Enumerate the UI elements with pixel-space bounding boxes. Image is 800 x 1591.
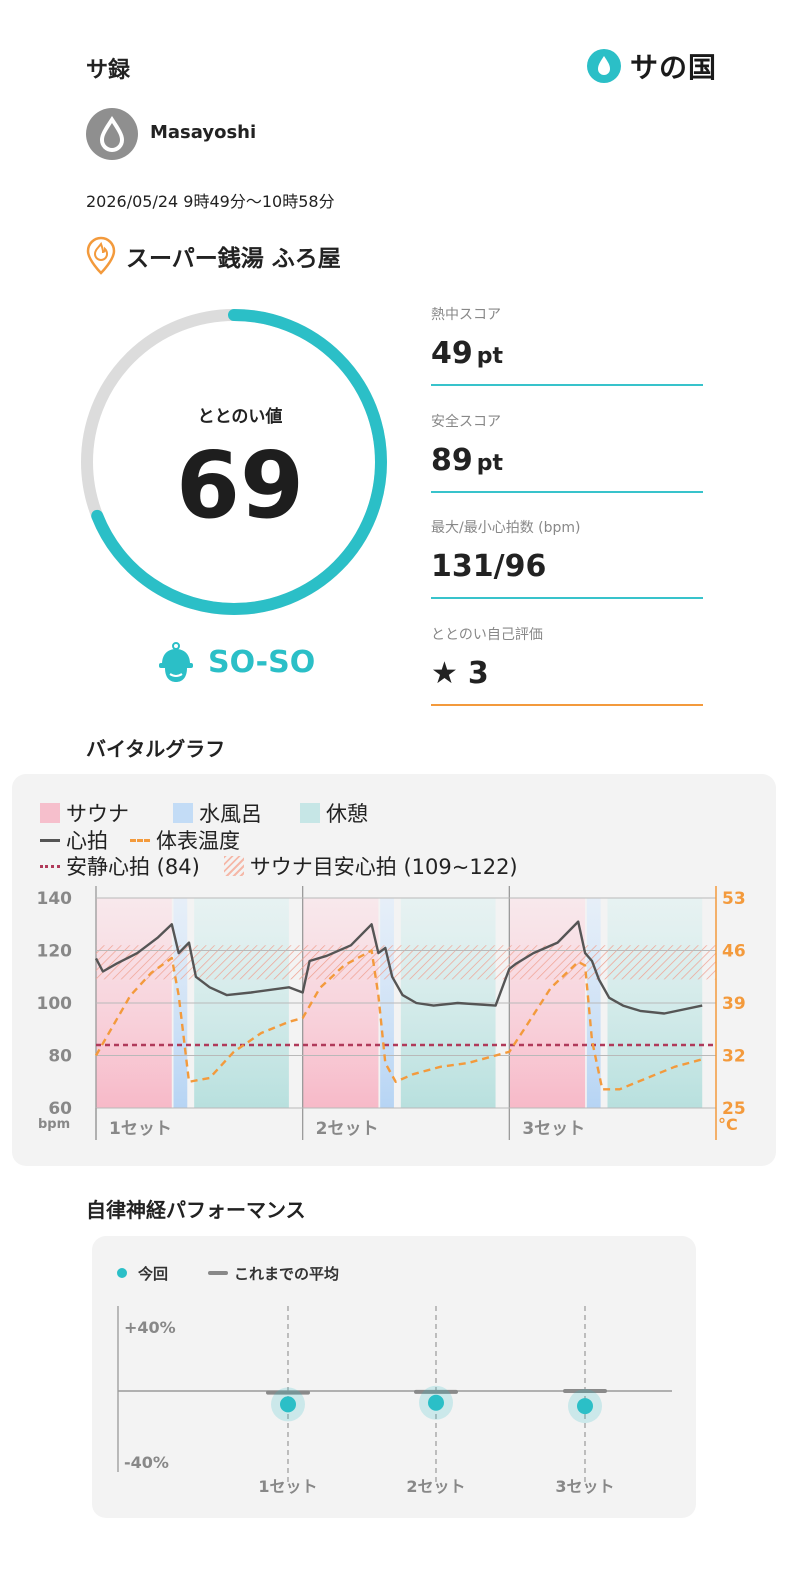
venue-name: スーパー銭湯 ふろ屋 <box>126 246 341 272</box>
y-right-tick: 39 <box>722 994 746 1014</box>
current-point <box>577 1398 593 1415</box>
legend-hr-line <box>40 838 60 842</box>
legend-sauna-swatch <box>40 803 60 823</box>
legend-target: サウナ目安心拍 (109~122) <box>249 855 518 879</box>
legend-rest-swatch <box>300 803 320 823</box>
totonoi-gauge <box>81 309 387 615</box>
app-title: サ録 <box>86 58 131 83</box>
stat-value: 49 <box>431 336 473 371</box>
divider <box>431 597 703 599</box>
legend-cold-swatch <box>173 803 193 823</box>
set-label: 2セット <box>406 1477 465 1496</box>
vital-graph-title: バイタルグラフ <box>86 737 226 761</box>
legend-phases: サウナ 水風呂 休憩 <box>40 798 368 828</box>
legend-sauna: サウナ <box>66 802 129 826</box>
legend-rest: 休憩 <box>326 802 368 826</box>
legend-hr: 心拍 <box>66 829 108 853</box>
current-point <box>428 1394 444 1411</box>
y-right-tick: 25 <box>722 1099 746 1119</box>
stat-label: ととのい自己評価 <box>431 627 543 643</box>
set-label: 3セット <box>522 1119 585 1139</box>
set-label: 1セット <box>109 1119 172 1139</box>
set-label: 3セット <box>555 1477 614 1496</box>
brand-name: サの国 <box>630 51 718 84</box>
legend-lines: 心拍 体表温度 <box>40 825 240 855</box>
gauge-value: 69 <box>175 432 305 539</box>
autonomic-chart: 今回 これまでの平均 +40% -40% 1セット 2セット 3セット <box>117 1265 672 1496</box>
divider <box>431 384 703 386</box>
avatar <box>86 108 138 160</box>
set-label: 1セット <box>258 1477 317 1496</box>
current-point <box>280 1396 296 1413</box>
y-right-tick: 46 <box>722 942 746 962</box>
y-right-tick: 32 <box>722 1047 746 1067</box>
temperature-line <box>94 949 703 1091</box>
legend-resting-line <box>40 864 60 868</box>
legend-resting: 安静心拍 (84) <box>66 855 200 879</box>
brand-logo: サの国 <box>586 46 717 86</box>
y-left-unit: bpm <box>38 1117 70 1132</box>
y-right-unit: °C <box>718 1115 738 1134</box>
stat-self-rating: ととのい自己評価 ★ 3 <box>431 624 703 706</box>
y-left-tick: 100 <box>37 994 73 1014</box>
y-right-tick: 53 <box>722 889 746 909</box>
legend-target-swatch <box>223 856 244 876</box>
mood-indicator: SO-SO <box>156 640 315 684</box>
drop-icon <box>100 116 124 152</box>
autonomic-card <box>92 1236 696 1518</box>
brand-drop-icon <box>587 49 621 83</box>
session-datetime: 2026/05/24 9時49分〜10時58分 <box>86 192 335 211</box>
y-left-tick: 80 <box>48 1047 72 1067</box>
mood-text: SO-SO <box>208 644 316 680</box>
stat-unit: pt <box>476 344 504 369</box>
stat-value: 89 <box>431 443 473 478</box>
sauna-hat-face-icon <box>159 642 193 682</box>
stat-heat-score: 熱中スコア 49 pt <box>431 304 703 386</box>
legend-temp: 体表温度 <box>156 829 240 853</box>
vital-chart: 1セット 2セット 3セット 140 120 100 80 60 53 46 39 32 25 bpm °C <box>37 886 746 1140</box>
legend-current-dot <box>117 1268 127 1278</box>
y-top-label: +40% <box>124 1318 176 1337</box>
set-label: 2セット <box>316 1119 379 1139</box>
y-left-tick: 60 <box>48 1099 72 1119</box>
stat-value: 131/96 <box>431 549 547 584</box>
star-icon: ★ <box>431 656 458 691</box>
venue[interactable]: スーパー銭湯 ふろ屋 <box>86 236 341 276</box>
y-left-tick: 140 <box>37 889 73 909</box>
autonomic-title: 自律神経パフォーマンス <box>86 1198 306 1222</box>
stat-label: 安全スコア <box>431 414 501 430</box>
divider <box>431 491 703 493</box>
legend-thresholds: 安静心拍 (84) サウナ目安心拍 (109~122) <box>40 851 518 881</box>
heart-rate-line <box>94 920 703 1015</box>
stat-safety-score: 安全スコア 89 pt <box>431 411 703 493</box>
legend-cold: 水風呂 <box>199 802 262 826</box>
legend-temp-line <box>130 838 150 842</box>
user-name: Masayoshi <box>150 122 257 143</box>
stat-value: 3 <box>467 656 489 691</box>
sauna-pin-icon <box>86 236 116 275</box>
stat-label: 最大/最小心拍数 (bpm) <box>431 520 581 536</box>
stat-unit: pt <box>476 451 504 476</box>
gauge-progress <box>81 309 387 615</box>
stat-heart-rate: 最大/最小心拍数 (bpm) 131/96 <box>431 517 703 599</box>
y-bottom-label: -40% <box>124 1453 169 1472</box>
divider <box>431 704 703 706</box>
legend-avg: これまでの平均 <box>234 1265 339 1283</box>
y-left-tick: 120 <box>37 942 73 962</box>
legend-current: 今回 <box>137 1265 168 1283</box>
gauge-label: ととのい値 <box>197 407 283 427</box>
stat-label: 熱中スコア <box>431 307 501 323</box>
